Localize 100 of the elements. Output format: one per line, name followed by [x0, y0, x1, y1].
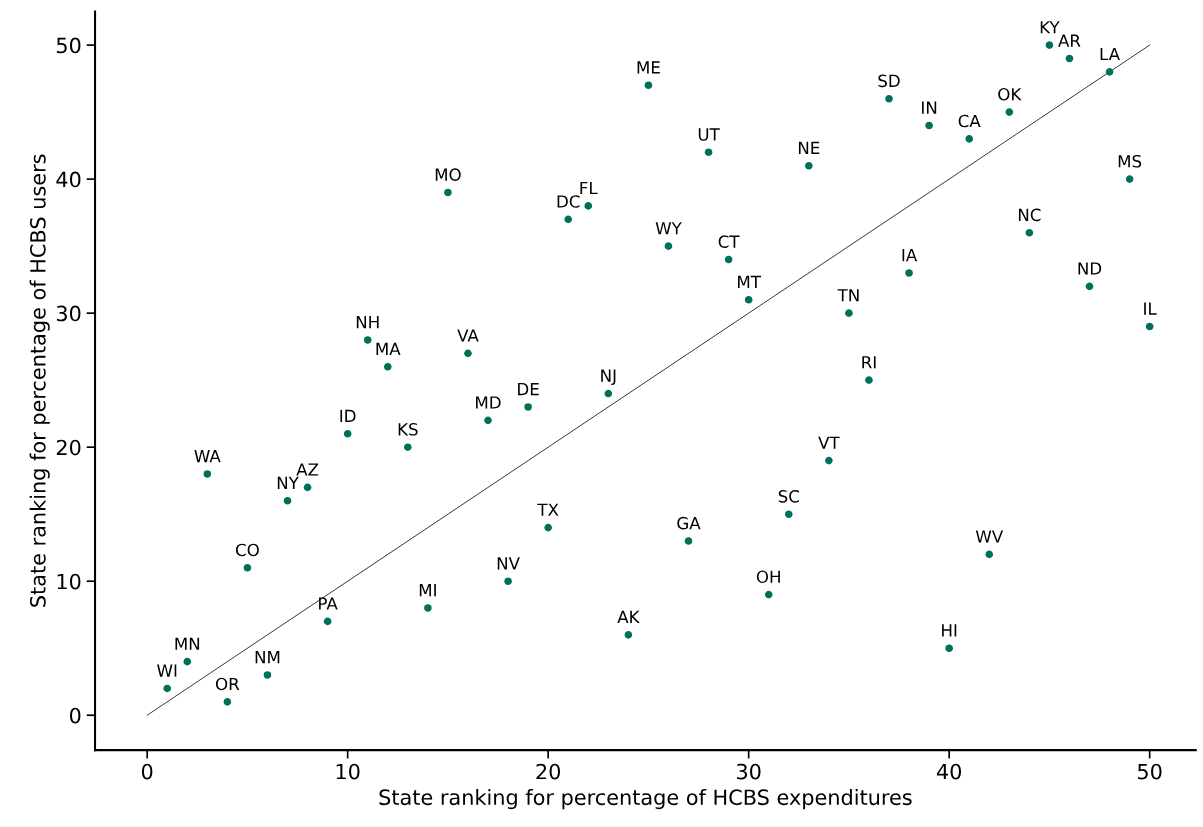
y-tick-label: 30: [56, 305, 81, 322]
point: [564, 215, 573, 224]
annotation: CO: [235, 543, 259, 557]
point: [383, 362, 392, 371]
annotation: OK: [998, 87, 1022, 101]
point: [424, 604, 432, 612]
x-tick-label: 40: [936, 763, 962, 780]
annotation: AR: [1058, 34, 1081, 47]
annotation: TX: [537, 503, 559, 516]
point: [484, 416, 492, 425]
point: [744, 295, 753, 304]
annotation: HI: [942, 624, 957, 637]
annotation: KY: [1040, 21, 1060, 34]
annotation: CA: [958, 114, 981, 128]
annotation: KS: [398, 423, 418, 436]
y-tick-label: 0: [69, 707, 81, 724]
y-axis-title: State ranking for percentage of HCBS users: [29, 154, 50, 607]
point: [885, 94, 893, 103]
point: [283, 496, 292, 505]
point: [464, 349, 472, 358]
annotation: NC: [1018, 208, 1041, 222]
point: [444, 188, 452, 197]
point: [845, 309, 853, 317]
annotation: OR: [215, 677, 240, 691]
point: [724, 255, 733, 264]
annotation: LA: [1100, 47, 1120, 61]
point: [1085, 282, 1094, 291]
point: [343, 429, 352, 438]
point: [704, 148, 713, 157]
annotation: GA: [677, 516, 701, 530]
point: [604, 389, 613, 398]
point: [624, 631, 633, 639]
point: [1045, 41, 1054, 49]
annotation: TN: [837, 289, 859, 302]
point: [243, 564, 252, 572]
point: [504, 577, 512, 586]
x-tick-label: 20: [536, 763, 561, 780]
point: [1005, 108, 1014, 116]
annotation: MD: [476, 396, 501, 409]
x-tick-label: 30: [737, 763, 761, 780]
point: [644, 81, 653, 90]
annotation: NV: [497, 557, 520, 570]
point: [684, 537, 693, 545]
point: [805, 161, 813, 170]
annotation: MS: [1118, 154, 1142, 168]
annotation: NJ: [601, 369, 616, 386]
point: [303, 483, 312, 492]
annotation: WI: [157, 664, 177, 677]
annotation: MT: [738, 275, 761, 288]
x-tick-label: 0: [141, 763, 153, 780]
point: [925, 121, 933, 130]
annotation: OH: [756, 570, 780, 584]
y-tick-label: 40: [56, 171, 81, 188]
annotation: NH: [356, 316, 379, 329]
point: [1145, 322, 1154, 331]
annotation: IA: [902, 248, 918, 262]
annotation: MN: [175, 637, 200, 650]
annotation: ME: [637, 61, 660, 74]
point: [1105, 68, 1114, 76]
annotation: RI: [862, 356, 876, 369]
annotation: VA: [457, 329, 479, 342]
annotation: ND: [1078, 262, 1102, 275]
annotation: IN: [922, 101, 937, 114]
annotation: FL: [580, 181, 598, 195]
annotation: NM: [255, 651, 280, 664]
annotation: AZ: [296, 463, 319, 476]
annotation: DC: [557, 195, 580, 208]
y-tick-label: 50: [56, 37, 81, 54]
y-tick-label: 10: [57, 573, 81, 590]
point: [363, 336, 372, 344]
annotation: WV: [975, 530, 1004, 543]
annotation: MA: [376, 342, 401, 355]
annotation: CT: [718, 235, 740, 248]
point: [1065, 54, 1074, 63]
point: [203, 470, 212, 478]
annotation: ID: [340, 409, 356, 422]
annotation: SC: [778, 490, 799, 503]
point: [945, 644, 953, 653]
x-axis-title: State ranking for percentage of HCBS expenditures: [379, 789, 912, 810]
point: [1125, 175, 1134, 183]
point: [1025, 228, 1034, 237]
point: [404, 443, 412, 451]
point: [584, 202, 593, 210]
point: [985, 550, 994, 559]
point: [764, 590, 773, 599]
point: [664, 242, 673, 250]
annotation: PA: [319, 597, 338, 610]
annotation: SD: [878, 74, 900, 88]
annotation: WA: [194, 450, 221, 463]
point: [163, 684, 172, 693]
x-tick-label: 10: [336, 763, 360, 780]
point: [865, 376, 873, 384]
y-tick-label: 20: [56, 439, 81, 456]
annotation: MO: [435, 168, 461, 181]
point: [183, 657, 192, 666]
annotation: NE: [798, 141, 820, 154]
annotation: VT: [818, 436, 840, 449]
annotation: UT: [698, 128, 720, 141]
annotation: NY: [277, 476, 299, 489]
annotation: DE: [518, 383, 539, 396]
